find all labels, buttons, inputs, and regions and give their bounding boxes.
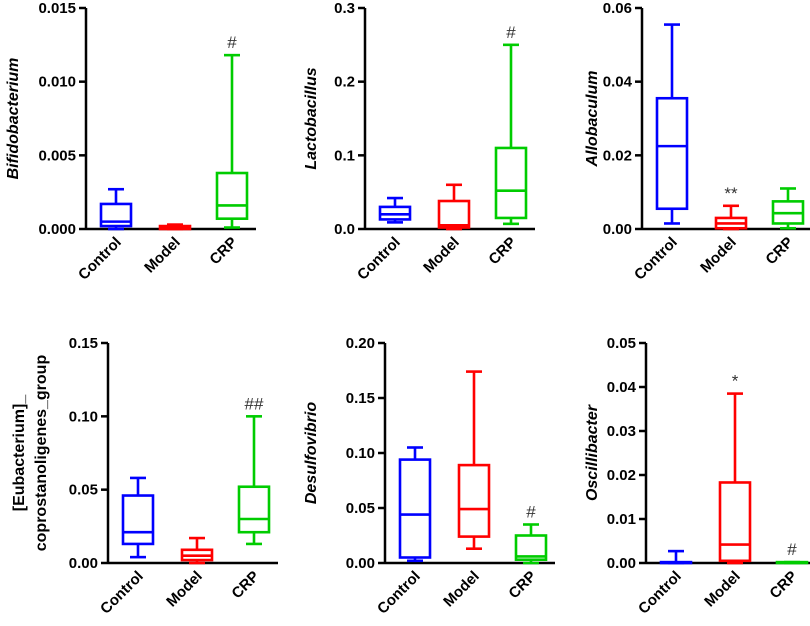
y-tick-label: 0.04 bbox=[607, 379, 637, 396]
y-tick-label: 0.2 bbox=[334, 74, 355, 91]
box-control bbox=[99, 187, 133, 231]
y-tick-label: 0.015 bbox=[38, 0, 76, 17]
category-label-crp: CRP bbox=[485, 234, 519, 268]
y-tick-label: 0.0 bbox=[334, 221, 355, 238]
box-control bbox=[121, 476, 155, 559]
y-tick-label: 0.15 bbox=[69, 335, 98, 352]
y-tick-label: 0.03 bbox=[607, 423, 636, 440]
iqr-box bbox=[121, 494, 155, 546]
y-axis-label: Allobaculum bbox=[584, 70, 601, 167]
box-crp: # bbox=[215, 33, 249, 229]
box-crp: # bbox=[494, 23, 528, 226]
category-label-control: Control bbox=[635, 568, 685, 618]
box-model bbox=[180, 536, 214, 565]
category-label-model: Model bbox=[697, 234, 740, 277]
significance-marker: # bbox=[227, 33, 237, 52]
iqr-box bbox=[494, 146, 528, 220]
iqr-box bbox=[457, 463, 491, 538]
iqr-box bbox=[718, 481, 752, 563]
panel-1: 0.000 0.005 0.010 0.015 Bifidobacterium # Cont… bbox=[5, 0, 256, 284]
y-tick-label: 0.3 bbox=[334, 0, 355, 17]
category-label-crp: CRP bbox=[762, 234, 796, 268]
box-model bbox=[437, 183, 471, 231]
category-label-model: Model bbox=[141, 234, 184, 277]
category-label-crp: CRP bbox=[228, 568, 262, 602]
category-label-model: Model bbox=[420, 234, 463, 277]
box-crp: # bbox=[514, 503, 548, 565]
category-label-crp: CRP bbox=[505, 568, 539, 602]
y-tick-label: 0.1 bbox=[334, 147, 355, 164]
category-label-control: Control bbox=[374, 568, 424, 618]
category-label-control: Control bbox=[631, 234, 681, 284]
significance-marker: ** bbox=[724, 184, 738, 203]
y-tick-label: 0.15 bbox=[346, 390, 375, 407]
y-tick-label: 0.05 bbox=[69, 482, 98, 499]
y-axis-label-line: [Eubacterium]_ bbox=[11, 394, 28, 512]
y-tick-label: 0.00 bbox=[346, 555, 375, 572]
box-control bbox=[378, 196, 412, 224]
y-axis-label: Desulfovibrio bbox=[303, 402, 320, 504]
panel-6: 0.00 0.01 0.02 0.03 0.04 0.05 Oscillibacter * # C… bbox=[584, 335, 810, 618]
y-tick-label: 0.02 bbox=[607, 467, 636, 484]
box-control bbox=[655, 23, 689, 225]
box-model bbox=[457, 370, 491, 551]
box-model: ** bbox=[714, 184, 748, 231]
y-tick-label: 0.04 bbox=[603, 74, 633, 91]
category-label-control: Control bbox=[354, 234, 404, 284]
box-control bbox=[398, 446, 432, 563]
y-tick-label: 0.20 bbox=[346, 335, 375, 352]
category-label-control: Control bbox=[97, 568, 147, 618]
y-tick-label: 0.00 bbox=[603, 221, 632, 238]
y-axis-label: Lactobacillus bbox=[303, 67, 320, 169]
y-tick-label: 0.05 bbox=[607, 335, 636, 352]
significance-marker: # bbox=[787, 540, 797, 559]
significance-marker: ## bbox=[245, 394, 264, 413]
y-tick-label: 0.05 bbox=[346, 500, 375, 517]
panel-2: 0.0 0.1 0.2 0.3 Lactobacillus # Control Model CR… bbox=[303, 0, 535, 284]
y-tick-label: 0.000 bbox=[38, 221, 76, 238]
y-tick-label: 0.10 bbox=[69, 408, 98, 425]
significance-marker: # bbox=[526, 503, 536, 522]
panel-4: 0.00 0.05 0.10 0.15 [Eubacterium]_ coprostano… bbox=[11, 335, 278, 618]
category-label-model: Model bbox=[440, 568, 483, 611]
y-tick-label: 0.00 bbox=[607, 555, 636, 572]
iqr-box bbox=[398, 458, 432, 559]
y-tick-label: 0.010 bbox=[38, 74, 76, 91]
iqr-box bbox=[215, 171, 249, 220]
significance-marker: # bbox=[506, 23, 516, 42]
iqr-box bbox=[237, 485, 271, 534]
iqr-box bbox=[655, 96, 689, 211]
y-tick-label: 0.005 bbox=[38, 147, 76, 164]
box-model: * bbox=[718, 372, 752, 565]
box-control bbox=[659, 549, 693, 565]
y-tick-label: 0.06 bbox=[603, 0, 632, 17]
box-crp: ## bbox=[237, 394, 271, 546]
category-label-crp: CRP bbox=[766, 568, 800, 602]
y-tick-label: 0.00 bbox=[69, 555, 98, 572]
iqr-box bbox=[437, 199, 471, 229]
category-label-model: Model bbox=[701, 568, 744, 611]
box-crp: # bbox=[775, 540, 809, 565]
category-label-model: Model bbox=[163, 568, 206, 611]
category-label-control: Control bbox=[75, 234, 125, 284]
y-axis-label: Oscillibacter bbox=[584, 404, 601, 501]
y-tick-label: 0.10 bbox=[346, 445, 375, 462]
panel-3: 0.00 0.02 0.04 0.06 Allobaculum ** Control Mode… bbox=[584, 0, 810, 284]
y-tick-label: 0.02 bbox=[603, 147, 632, 164]
box-model bbox=[158, 223, 192, 231]
y-tick-label: 0.01 bbox=[607, 511, 636, 528]
y-axis-label: Bifidobacterium bbox=[5, 58, 22, 180]
y-axis-label-line: coprostanoligenes_group bbox=[33, 355, 50, 552]
significance-marker: * bbox=[732, 372, 739, 391]
panel-5: 0.00 0.05 0.10 0.15 0.20 Desulfovibrio # Contro… bbox=[303, 335, 555, 618]
category-label-crp: CRP bbox=[206, 234, 240, 268]
box-crp bbox=[771, 187, 805, 230]
